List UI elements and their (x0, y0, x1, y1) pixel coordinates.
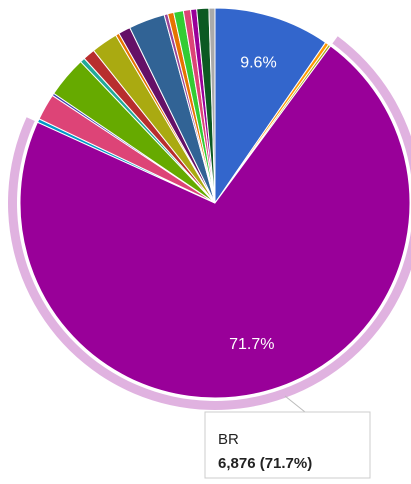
tooltip: BR 6,876 (71.7%) (204, 395, 371, 479)
pie-slice (19, 45, 411, 399)
tooltip-title: BR (218, 431, 239, 448)
pie-slice (214, 7, 327, 205)
slice-label: 9.6% (240, 55, 276, 72)
pie: 9.6% 71.7% (8, 7, 411, 410)
tooltip-box (204, 411, 371, 479)
highlight-ring (8, 36, 411, 410)
pie-slice (208, 7, 216, 204)
slice-label: 71.7% (229, 336, 274, 353)
tooltip-pointer (284, 395, 306, 413)
tooltip-value: 6,876 (71.7%) (218, 455, 312, 472)
